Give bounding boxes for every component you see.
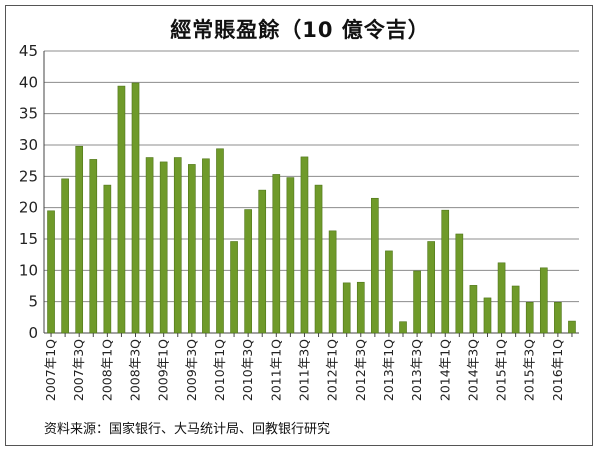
bar xyxy=(47,210,55,334)
x-tick-label: 2008年3Q xyxy=(128,339,143,401)
x-tick-label: 2007年3Q xyxy=(71,339,86,401)
chart-frame xyxy=(5,5,593,446)
x-tick-label: 2011年3Q xyxy=(296,339,311,401)
bar xyxy=(539,267,548,334)
bars xyxy=(47,82,576,334)
bar xyxy=(145,157,154,334)
bar xyxy=(75,145,84,334)
bar xyxy=(61,178,69,334)
y-tick-label: 10 xyxy=(19,261,38,279)
x-tick-label: 2010年1Q xyxy=(212,339,227,401)
bar xyxy=(314,184,323,334)
x-axis: 2007年1Q 2007年3Q 2008年1Q 2008年3Q 2009年1Q 2009年… xyxy=(43,333,573,401)
bar xyxy=(89,159,98,334)
y-tick-label: 40 xyxy=(19,73,38,91)
y-tick-label: 0 xyxy=(28,324,38,342)
bar xyxy=(244,209,252,334)
x-tick-label: 2007年1Q xyxy=(43,339,58,401)
bar xyxy=(258,189,267,334)
x-tick-label: 2011年1Q xyxy=(268,339,283,401)
bar xyxy=(272,174,281,334)
x-tick-label: 2013年1Q xyxy=(381,339,396,401)
y-tick-label: 35 xyxy=(19,105,38,123)
y-tick-label: 5 xyxy=(28,293,38,311)
x-tick-label: 2014年3Q xyxy=(465,339,480,401)
bar xyxy=(568,320,576,334)
bar xyxy=(342,282,351,334)
bar xyxy=(399,321,407,334)
x-tick-label: 2010年3Q xyxy=(240,339,255,401)
y-tick-label: 15 xyxy=(19,230,38,248)
bar xyxy=(525,301,534,334)
bar xyxy=(427,241,435,334)
bar xyxy=(117,85,126,334)
x-tick-label: 2013年3Q xyxy=(409,339,424,401)
y-axis: 0 5 10 15 20 25 30 35 40 45 xyxy=(19,42,45,342)
x-tick-label: 2012年1Q xyxy=(325,339,340,401)
y-tick-label: 45 xyxy=(19,42,38,60)
x-tick-label: 2009年1Q xyxy=(156,339,171,401)
bar xyxy=(385,250,393,334)
bar xyxy=(511,285,520,334)
x-tick-label: 2008年1Q xyxy=(99,339,114,401)
x-tick-label: 2009年3Q xyxy=(184,339,199,401)
bar xyxy=(216,148,224,334)
bar xyxy=(159,161,168,334)
bar xyxy=(483,297,492,334)
bar xyxy=(230,241,238,334)
y-tick-label: 20 xyxy=(19,199,38,217)
bar xyxy=(371,197,379,334)
chart-title: 經常賬盈餘（10 億令吉） xyxy=(170,18,430,42)
x-tick-label: 2012年3Q xyxy=(353,339,368,401)
x-tick-label: 2015年3Q xyxy=(522,339,537,401)
bar xyxy=(173,157,182,334)
x-tick-label: 2015年1Q xyxy=(494,339,509,401)
bar xyxy=(441,209,450,334)
bar xyxy=(455,233,464,334)
x-tick-label: 2014年1Q xyxy=(437,339,452,401)
bar xyxy=(469,285,478,334)
y-tick-label: 25 xyxy=(19,167,38,185)
bar xyxy=(554,301,562,334)
y-tick-label: 30 xyxy=(19,136,38,154)
bar xyxy=(188,164,196,334)
source-note: 资料来源：国家银行、大马统计局、回教银行研究 xyxy=(44,422,331,437)
x-tick-label: 2016年1Q xyxy=(550,339,565,401)
bar xyxy=(202,158,210,334)
bar xyxy=(286,177,295,334)
bar xyxy=(103,184,112,334)
bar xyxy=(131,82,140,334)
bar xyxy=(328,230,337,334)
bar xyxy=(413,270,421,334)
bar xyxy=(356,281,365,334)
bar xyxy=(497,262,506,334)
bar xyxy=(300,156,309,334)
